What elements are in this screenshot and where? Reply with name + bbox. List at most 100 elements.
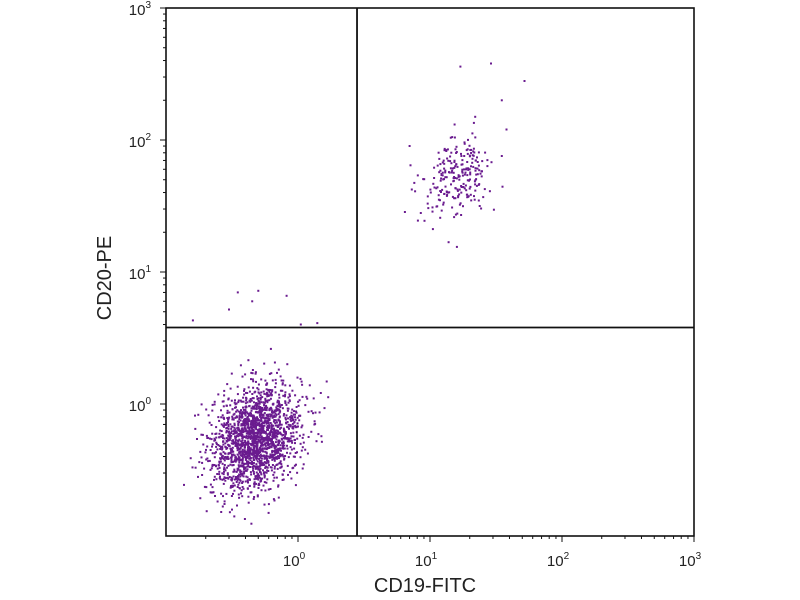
event-dot <box>242 400 245 403</box>
event-dot <box>249 432 252 435</box>
event-dot <box>441 171 444 174</box>
event-dot <box>254 418 257 421</box>
event-dot <box>313 423 316 426</box>
event-dot <box>472 147 475 150</box>
event-dot <box>273 427 275 430</box>
event-dot <box>232 492 234 495</box>
event-dot <box>230 427 233 430</box>
event-dot <box>237 468 240 471</box>
event-dot <box>259 439 262 441</box>
event-dot <box>445 176 448 179</box>
event-dot <box>209 468 212 471</box>
event-dot <box>471 132 474 135</box>
event-dot <box>477 199 480 202</box>
event-dot <box>244 466 247 469</box>
event-dot <box>257 453 260 456</box>
event-dot <box>219 475 221 478</box>
event-dot <box>257 289 260 292</box>
event-dot <box>234 403 237 406</box>
event-dot <box>269 392 272 395</box>
event-dot <box>251 440 254 443</box>
event-dot <box>250 421 253 424</box>
event-dot <box>222 443 225 446</box>
event-dot <box>231 446 234 449</box>
event-dot <box>289 424 292 427</box>
event-dot <box>253 434 256 437</box>
event-dot <box>259 456 262 459</box>
event-dot <box>248 447 251 450</box>
event-dot <box>241 448 244 451</box>
event-dot <box>207 414 210 417</box>
event-dot <box>451 195 454 198</box>
event-dot <box>225 437 228 440</box>
event-dot <box>294 442 296 445</box>
event-dot <box>226 422 228 425</box>
event-dot <box>255 432 258 434</box>
event-dot <box>249 435 252 438</box>
event-dot <box>263 455 265 458</box>
event-dot <box>265 432 268 435</box>
event-dot <box>219 429 222 432</box>
event-dot <box>272 498 275 501</box>
event-dot <box>481 160 484 163</box>
event-dot <box>240 454 242 457</box>
event-dot <box>241 462 244 465</box>
event-dot <box>211 445 213 448</box>
event-dot <box>229 463 232 466</box>
event-dot <box>241 461 244 463</box>
event-dot <box>274 457 277 460</box>
event-dot <box>246 476 249 479</box>
event-dot <box>243 411 246 414</box>
event-dot <box>218 419 221 422</box>
event-dot <box>225 404 228 407</box>
event-dot <box>254 372 257 375</box>
event-dot <box>284 401 287 404</box>
event-dot <box>466 196 469 199</box>
event-dot <box>249 398 252 400</box>
event-dot <box>488 190 491 193</box>
event-dot <box>245 391 247 394</box>
event-dot <box>211 486 214 489</box>
event-dot <box>257 482 260 485</box>
event-dot <box>235 476 237 478</box>
event-dot <box>224 445 227 448</box>
event-dot <box>247 450 250 453</box>
event-dot <box>260 430 263 433</box>
event-dot <box>261 396 264 399</box>
event-dot <box>278 421 281 424</box>
event-dot <box>279 447 282 450</box>
event-dot <box>313 420 316 423</box>
event-dot <box>246 443 249 445</box>
event-dot <box>221 455 224 457</box>
event-dot <box>258 422 261 425</box>
event-dot <box>263 439 266 442</box>
event-dot <box>269 422 272 424</box>
event-dot <box>257 399 260 402</box>
event-dot <box>455 145 458 148</box>
event-dot <box>270 446 273 449</box>
event-dot <box>239 459 242 462</box>
event-dot <box>241 414 243 417</box>
event-dot <box>267 413 270 416</box>
event-dot <box>450 162 453 165</box>
event-dot <box>223 470 225 473</box>
event-dot <box>254 467 257 470</box>
event-dot <box>277 403 280 406</box>
event-dot <box>250 407 253 410</box>
event-dot <box>222 425 225 428</box>
event-dot <box>279 423 281 426</box>
event-dot <box>259 448 262 451</box>
event-dot <box>218 436 221 439</box>
event-dot <box>264 450 267 453</box>
event-dot <box>269 413 272 416</box>
event-dot <box>248 426 250 429</box>
event-dot <box>221 472 224 475</box>
event-dot <box>274 436 277 439</box>
event-dot <box>282 478 285 481</box>
event-dot <box>261 448 264 451</box>
event-dot <box>242 487 245 490</box>
event-dot <box>286 421 289 423</box>
event-dot <box>475 173 478 176</box>
event-dot <box>239 471 242 474</box>
event-dot <box>468 154 471 157</box>
